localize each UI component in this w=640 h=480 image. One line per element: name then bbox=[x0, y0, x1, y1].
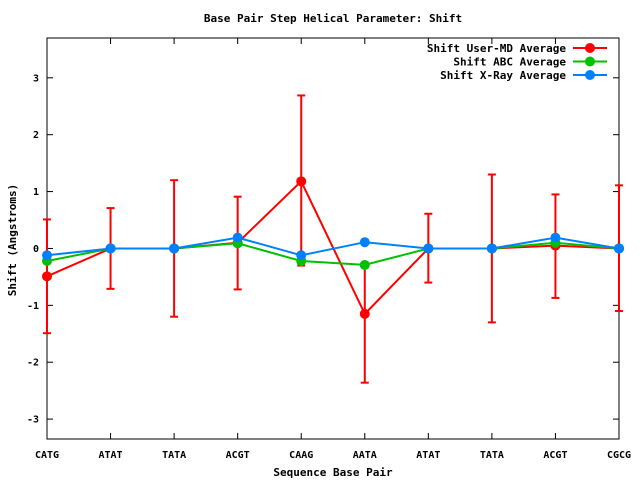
y-tick-label: -1 bbox=[27, 301, 39, 312]
y-tick-label: -3 bbox=[27, 415, 39, 426]
x-tick-label: ACGT bbox=[543, 450, 567, 461]
data-point bbox=[42, 271, 52, 282]
x-tick-label: ATAT bbox=[99, 450, 123, 461]
y-tick-label: 1 bbox=[33, 187, 39, 198]
legend-swatch-marker bbox=[585, 56, 595, 67]
data-point bbox=[614, 243, 624, 254]
x-axis: CATG ATAT TATA ACGT CAAG AATA ATAT TATA ACGT CGCG bbox=[35, 38, 631, 461]
data-point bbox=[105, 243, 116, 254]
data-point bbox=[550, 232, 561, 243]
y-axis: -3 -2 -1 0 1 2 3 bbox=[27, 73, 619, 426]
x-tick-label: ATAT bbox=[416, 450, 440, 461]
y-tick-label: 2 bbox=[33, 130, 39, 141]
x-axis-label: Sequence Base Pair bbox=[273, 466, 393, 479]
legend-swatch-marker bbox=[585, 70, 595, 80]
data-point bbox=[486, 243, 497, 254]
legend-label: Shift User-MD Average bbox=[427, 42, 566, 55]
series-line bbox=[46, 236, 620, 257]
chart-title: Base Pair Step Helical Parameter: Shift bbox=[204, 12, 462, 25]
series-2 bbox=[42, 237, 624, 270]
y-axis-label: Shift (Angstroms) bbox=[6, 184, 19, 297]
legend-label: Shift X-Ray Average bbox=[440, 69, 566, 82]
data-series bbox=[42, 94, 624, 384]
x-tick-label: CATG bbox=[35, 450, 59, 461]
data-point bbox=[359, 237, 370, 248]
series-1 bbox=[42, 94, 624, 384]
data-point bbox=[169, 243, 180, 254]
y-tick-label: 3 bbox=[33, 73, 39, 84]
data-point bbox=[296, 250, 307, 261]
x-tick-label: CAAG bbox=[289, 450, 313, 461]
data-point bbox=[423, 243, 434, 254]
data-point bbox=[296, 176, 307, 187]
data-point bbox=[42, 250, 52, 261]
data-point bbox=[359, 308, 370, 319]
x-tick-label: CGCG bbox=[607, 450, 631, 461]
plot-frame bbox=[46, 37, 620, 440]
x-tick-label: ACGT bbox=[226, 450, 250, 461]
x-tick-label: TATA bbox=[162, 450, 186, 461]
y-tick-label: -2 bbox=[27, 358, 39, 369]
legend-swatch-marker bbox=[585, 43, 595, 53]
y-tick-label: 0 bbox=[33, 244, 39, 255]
x-tick-label: TATA bbox=[480, 450, 504, 461]
series-3 bbox=[42, 232, 624, 261]
x-tick-label: AATA bbox=[353, 450, 377, 461]
legend-label: Shift ABC Average bbox=[453, 56, 566, 69]
data-point bbox=[232, 232, 243, 243]
data-point bbox=[359, 259, 370, 270]
